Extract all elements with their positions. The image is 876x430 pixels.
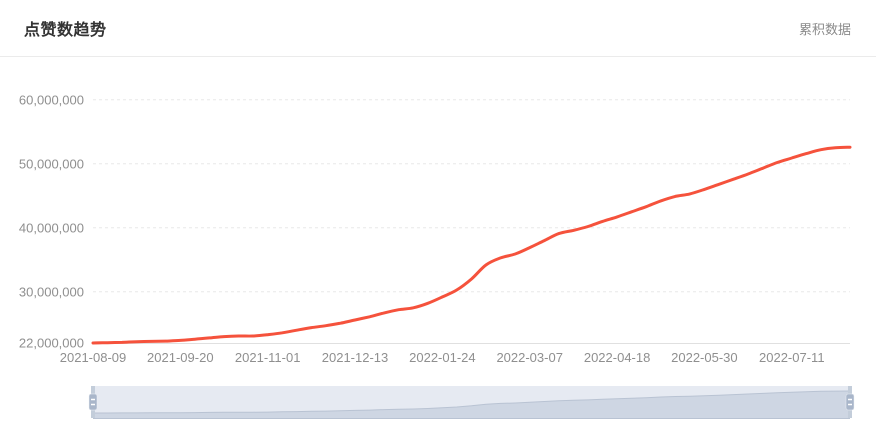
y-axis-label: 22,000,000 — [19, 336, 84, 351]
panel-title: 点赞数趋势 — [24, 22, 107, 39]
trend-line — [91, 145, 852, 345]
x-axis-label: 2021-08-09 — [60, 350, 127, 365]
x-axis-label: 2022-05-30 — [671, 350, 738, 365]
x-axis-label: 2021-12-13 — [322, 350, 389, 365]
x-axis-label: 2021-09-20 — [147, 350, 214, 365]
y-axis-label: 50,000,000 — [19, 156, 84, 171]
datazoom-shadow-line — [93, 390, 851, 414]
x-axis-label: 2022-03-07 — [496, 350, 563, 365]
data-mode-label: 累积数据 — [798, 21, 851, 37]
datazoom-left-handle[interactable] — [88, 393, 98, 411]
plot-area[interactable] — [93, 85, 850, 343]
datazoom-right-handle[interactable] — [845, 393, 855, 411]
y-axis-label: 40,000,000 — [19, 220, 84, 235]
x-axis-label: 2022-07-11 — [759, 350, 825, 365]
x-axis-label: 2022-01-24 — [409, 350, 476, 365]
x-axis-label: 2021-11-01 — [235, 350, 301, 365]
y-axis-label: 60,000,000 — [19, 92, 84, 107]
datazoom-data-shadow — [93, 391, 850, 418]
y-axis-label: 30,000,000 — [19, 284, 84, 299]
panel-header: 点赞数趋势 累积数据 — [0, 0, 876, 57]
x-axis-label: 2022-04-18 — [584, 350, 651, 365]
